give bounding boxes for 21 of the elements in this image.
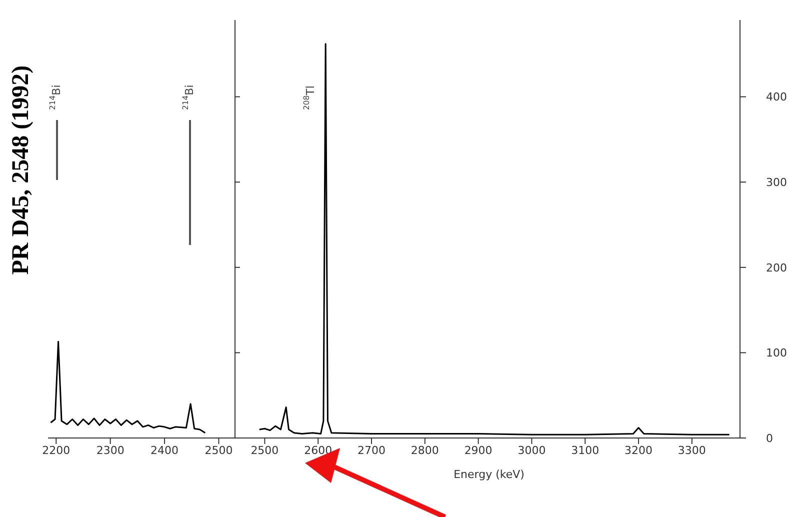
y-tick-label: 300 — [766, 176, 787, 189]
x-tick-label: 3000 — [518, 444, 546, 457]
x-tick-label: 2600 — [304, 444, 332, 457]
x-tick-label: 2300 — [96, 444, 124, 457]
x-tick-label: 2200 — [42, 444, 70, 457]
x-tick-label: 2800 — [410, 444, 439, 457]
x-tick-label: 3200 — [624, 444, 653, 457]
y-tick-label: 200 — [766, 261, 787, 274]
y-tick-label: 0 — [766, 432, 773, 445]
x-tick-label: 3100 — [571, 444, 600, 457]
text: PR D45, 2548 (1992) — [8, 65, 34, 275]
y-tick-label: 100 — [766, 346, 787, 360]
y-tick-label: 400 — [766, 90, 787, 104]
x-tick-label: 2700 — [358, 444, 386, 457]
x-tick-label: 3300 — [678, 444, 706, 457]
x-tick-label: 2400 — [150, 444, 179, 457]
x-tick-label: 2900 — [464, 444, 492, 457]
x-tick-label: 2500 — [250, 444, 279, 457]
x-tick-label: 2500 — [204, 444, 233, 457]
line-series — [258, 43, 730, 436]
x-axis-title: Energy (keV) — [454, 468, 524, 481]
